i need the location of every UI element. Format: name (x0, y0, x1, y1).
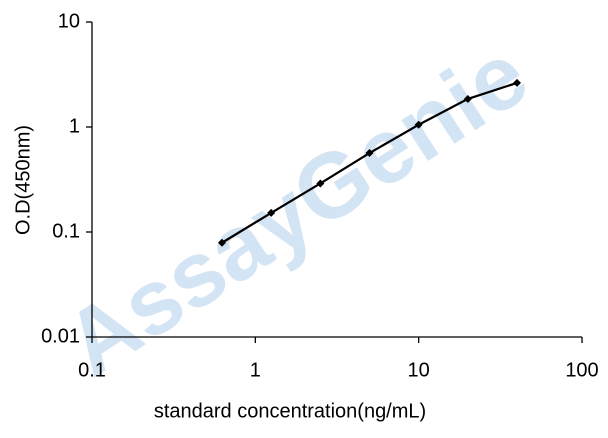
data-point (217, 238, 226, 247)
data-point (513, 78, 522, 87)
x-tick-label: 1 (250, 359, 261, 381)
x-tick-label: 0.1 (78, 359, 106, 381)
data-point (316, 179, 325, 188)
x-tick-label: 100 (565, 359, 598, 381)
data-point (463, 94, 472, 103)
y-tick-label: 1 (69, 115, 80, 137)
x-tick-label: 10 (408, 359, 430, 381)
y-tick-label: 0.01 (41, 325, 80, 347)
x-axis-label: standard concentration(ng/mL) (154, 400, 426, 422)
data-point (267, 208, 276, 217)
y-axis-label: O.D(450nm) (12, 125, 34, 235)
data-point (365, 149, 374, 158)
y-tick-label: 10 (58, 10, 80, 32)
y-tick-label: 0.1 (52, 220, 80, 242)
watermark: AssayGenie (48, 23, 545, 395)
data-point (414, 120, 423, 129)
